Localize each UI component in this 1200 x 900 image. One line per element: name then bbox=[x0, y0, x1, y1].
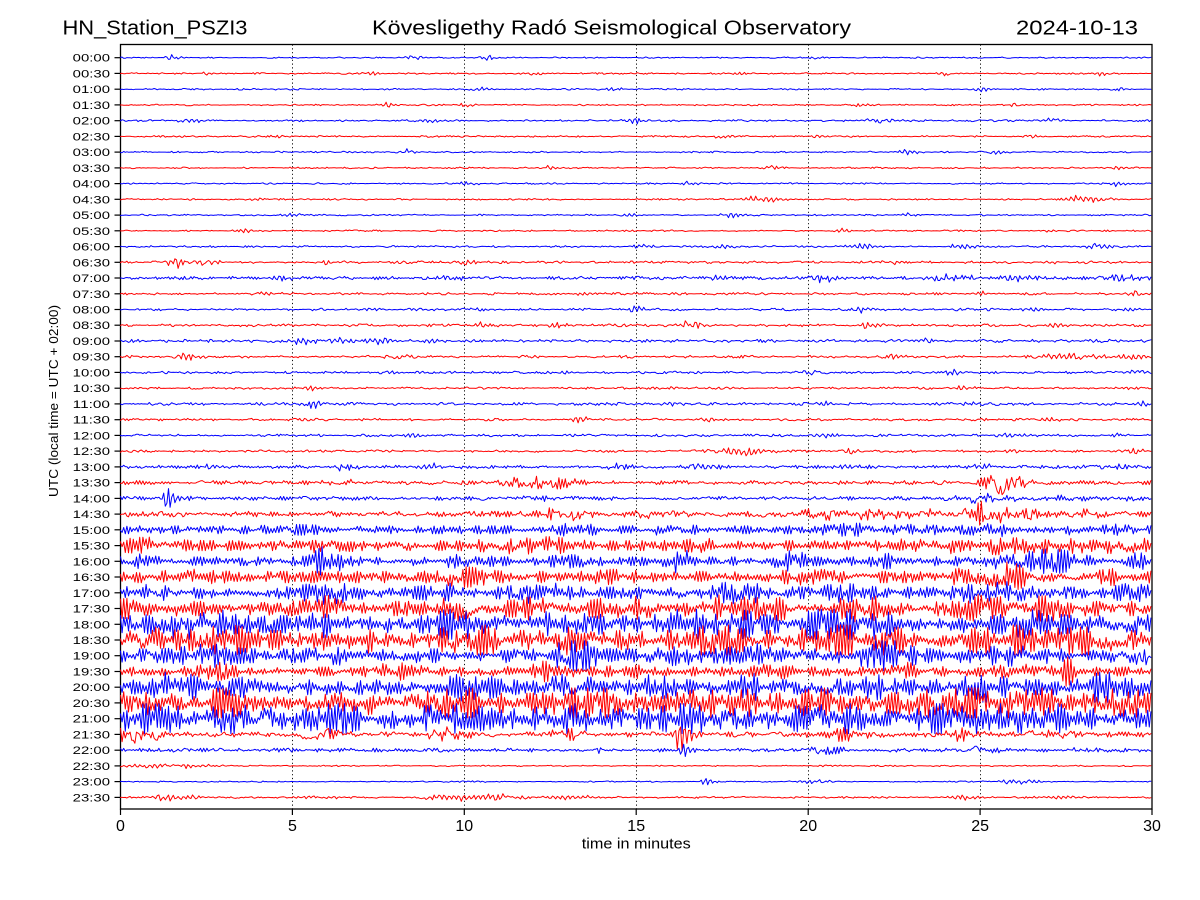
svg-text:20:30: 20:30 bbox=[73, 698, 110, 710]
svg-text:21:30: 21:30 bbox=[73, 729, 110, 741]
svg-text:17:00: 17:00 bbox=[73, 588, 110, 600]
svg-text:14:30: 14:30 bbox=[73, 509, 110, 521]
svg-text:22:00: 22:00 bbox=[73, 745, 110, 757]
svg-text:09:30: 09:30 bbox=[73, 352, 110, 364]
svg-text:15: 15 bbox=[627, 818, 645, 835]
svg-text:HN_Station_PSZI3: HN_Station_PSZI3 bbox=[63, 18, 248, 40]
svg-text:02:30: 02:30 bbox=[73, 131, 110, 143]
svg-text:11:30: 11:30 bbox=[73, 415, 110, 427]
svg-text:23:30: 23:30 bbox=[73, 792, 110, 804]
svg-text:01:00: 01:00 bbox=[73, 84, 110, 96]
svg-text:20:00: 20:00 bbox=[73, 682, 110, 694]
svg-text:12:00: 12:00 bbox=[73, 430, 110, 442]
svg-text:03:00: 03:00 bbox=[73, 147, 110, 159]
svg-text:05:00: 05:00 bbox=[73, 210, 110, 222]
svg-text:12:30: 12:30 bbox=[73, 446, 110, 458]
svg-text:04:00: 04:00 bbox=[73, 179, 110, 191]
svg-text:30: 30 bbox=[1143, 818, 1161, 835]
svg-text:08:30: 08:30 bbox=[73, 320, 110, 332]
svg-text:23:00: 23:00 bbox=[73, 777, 110, 789]
svg-text:06:30: 06:30 bbox=[73, 257, 110, 269]
svg-text:08:00: 08:00 bbox=[73, 305, 110, 317]
svg-text:2024-10-13: 2024-10-13 bbox=[1016, 18, 1138, 40]
svg-text:09:00: 09:00 bbox=[73, 336, 110, 348]
svg-text:07:00: 07:00 bbox=[73, 273, 110, 285]
svg-text:05:30: 05:30 bbox=[73, 226, 110, 238]
svg-text:10:00: 10:00 bbox=[73, 367, 110, 379]
svg-text:00:00: 00:00 bbox=[73, 53, 110, 65]
svg-text:25: 25 bbox=[971, 818, 989, 835]
svg-text:0: 0 bbox=[116, 818, 125, 835]
svg-text:14:00: 14:00 bbox=[73, 493, 110, 505]
svg-text:15:00: 15:00 bbox=[73, 525, 110, 537]
svg-text:time in minutes: time in minutes bbox=[582, 836, 691, 853]
svg-text:19:00: 19:00 bbox=[73, 651, 110, 663]
svg-text:13:00: 13:00 bbox=[73, 462, 110, 474]
svg-text:00:30: 00:30 bbox=[73, 68, 110, 80]
svg-text:Kövesligethy Radó Seismologica: Kövesligethy Radó Seismological Observat… bbox=[372, 18, 851, 40]
svg-text:21:00: 21:00 bbox=[73, 714, 110, 726]
svg-text:03:30: 03:30 bbox=[73, 163, 110, 175]
svg-text:10:30: 10:30 bbox=[73, 383, 110, 395]
svg-text:10: 10 bbox=[455, 818, 473, 835]
svg-text:18:30: 18:30 bbox=[73, 635, 110, 647]
svg-text:15:30: 15:30 bbox=[73, 541, 110, 553]
svg-text:5: 5 bbox=[288, 818, 297, 835]
svg-text:UTC (local time = UTC + 02:00): UTC (local time = UTC + 02:00) bbox=[46, 305, 61, 497]
svg-text:02:00: 02:00 bbox=[73, 116, 110, 128]
svg-text:16:00: 16:00 bbox=[73, 556, 110, 568]
svg-text:19:30: 19:30 bbox=[73, 667, 110, 679]
svg-text:18:00: 18:00 bbox=[73, 619, 110, 631]
svg-text:16:30: 16:30 bbox=[73, 572, 110, 584]
svg-text:13:30: 13:30 bbox=[73, 478, 110, 490]
svg-text:07:30: 07:30 bbox=[73, 289, 110, 301]
svg-text:01:30: 01:30 bbox=[73, 100, 110, 112]
svg-text:17:30: 17:30 bbox=[73, 604, 110, 616]
svg-text:11:00: 11:00 bbox=[73, 399, 110, 411]
svg-text:22:30: 22:30 bbox=[73, 761, 110, 773]
svg-text:20: 20 bbox=[799, 818, 817, 835]
svg-text:04:30: 04:30 bbox=[73, 194, 110, 206]
svg-text:06:00: 06:00 bbox=[73, 242, 110, 254]
